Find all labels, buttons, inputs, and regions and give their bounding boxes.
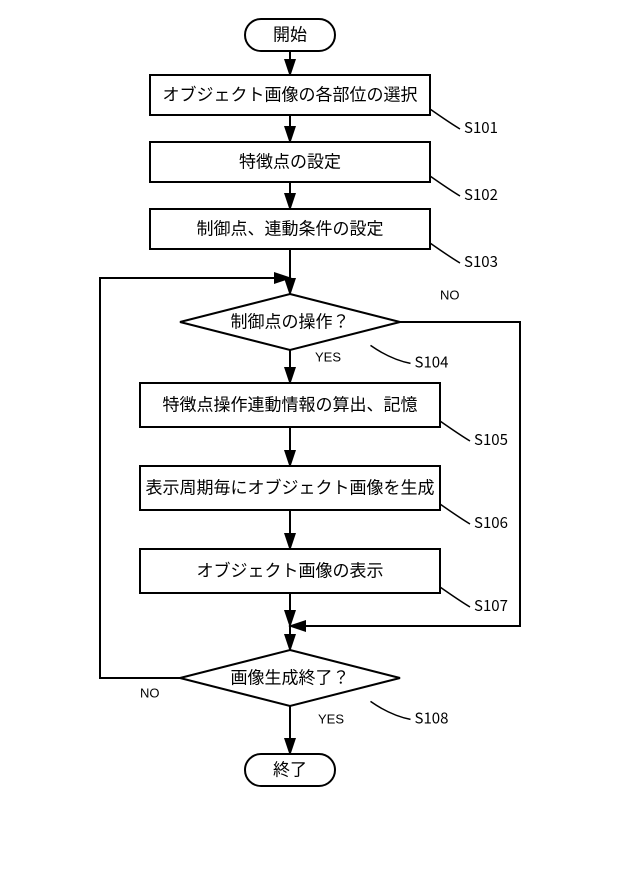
s101-label: オブジェクト画像の各部位の選択 — [163, 81, 418, 106]
edge-label: YES — [315, 349, 341, 364]
step-ref: S103 — [464, 251, 498, 272]
step-ref: S101 — [464, 117, 498, 138]
s104-label: 制御点の操作？ — [231, 308, 350, 333]
end-label: 終了 — [273, 756, 307, 781]
s103-label: 制御点、連動条件の設定 — [197, 215, 384, 240]
s108-label: 画像生成終了？ — [231, 664, 350, 689]
edge-label: NO — [140, 685, 160, 700]
step-ref: S105 — [474, 429, 508, 450]
s105-label: 特徴点操作連動情報の算出、記憶 — [163, 391, 418, 416]
step-ref: S106 — [474, 512, 508, 533]
s107-label: オブジェクト画像の表示 — [197, 557, 384, 582]
start-label: 開始 — [273, 21, 307, 46]
edge-label: NO — [440, 287, 460, 302]
s102-label: 特徴点の設定 — [239, 148, 341, 173]
step-ref: S102 — [464, 184, 498, 205]
step-ref: S104 — [415, 351, 449, 372]
flowchart-canvas: 開始オブジェクト画像の各部位の選択特徴点の設定制御点、連動条件の設定制御点の操作… — [0, 0, 640, 876]
s106-label: 表示周期毎にオブジェクト画像を生成 — [146, 474, 435, 499]
edge-label: YES — [318, 711, 344, 726]
step-ref: S107 — [474, 595, 508, 616]
step-ref: S108 — [415, 707, 449, 728]
